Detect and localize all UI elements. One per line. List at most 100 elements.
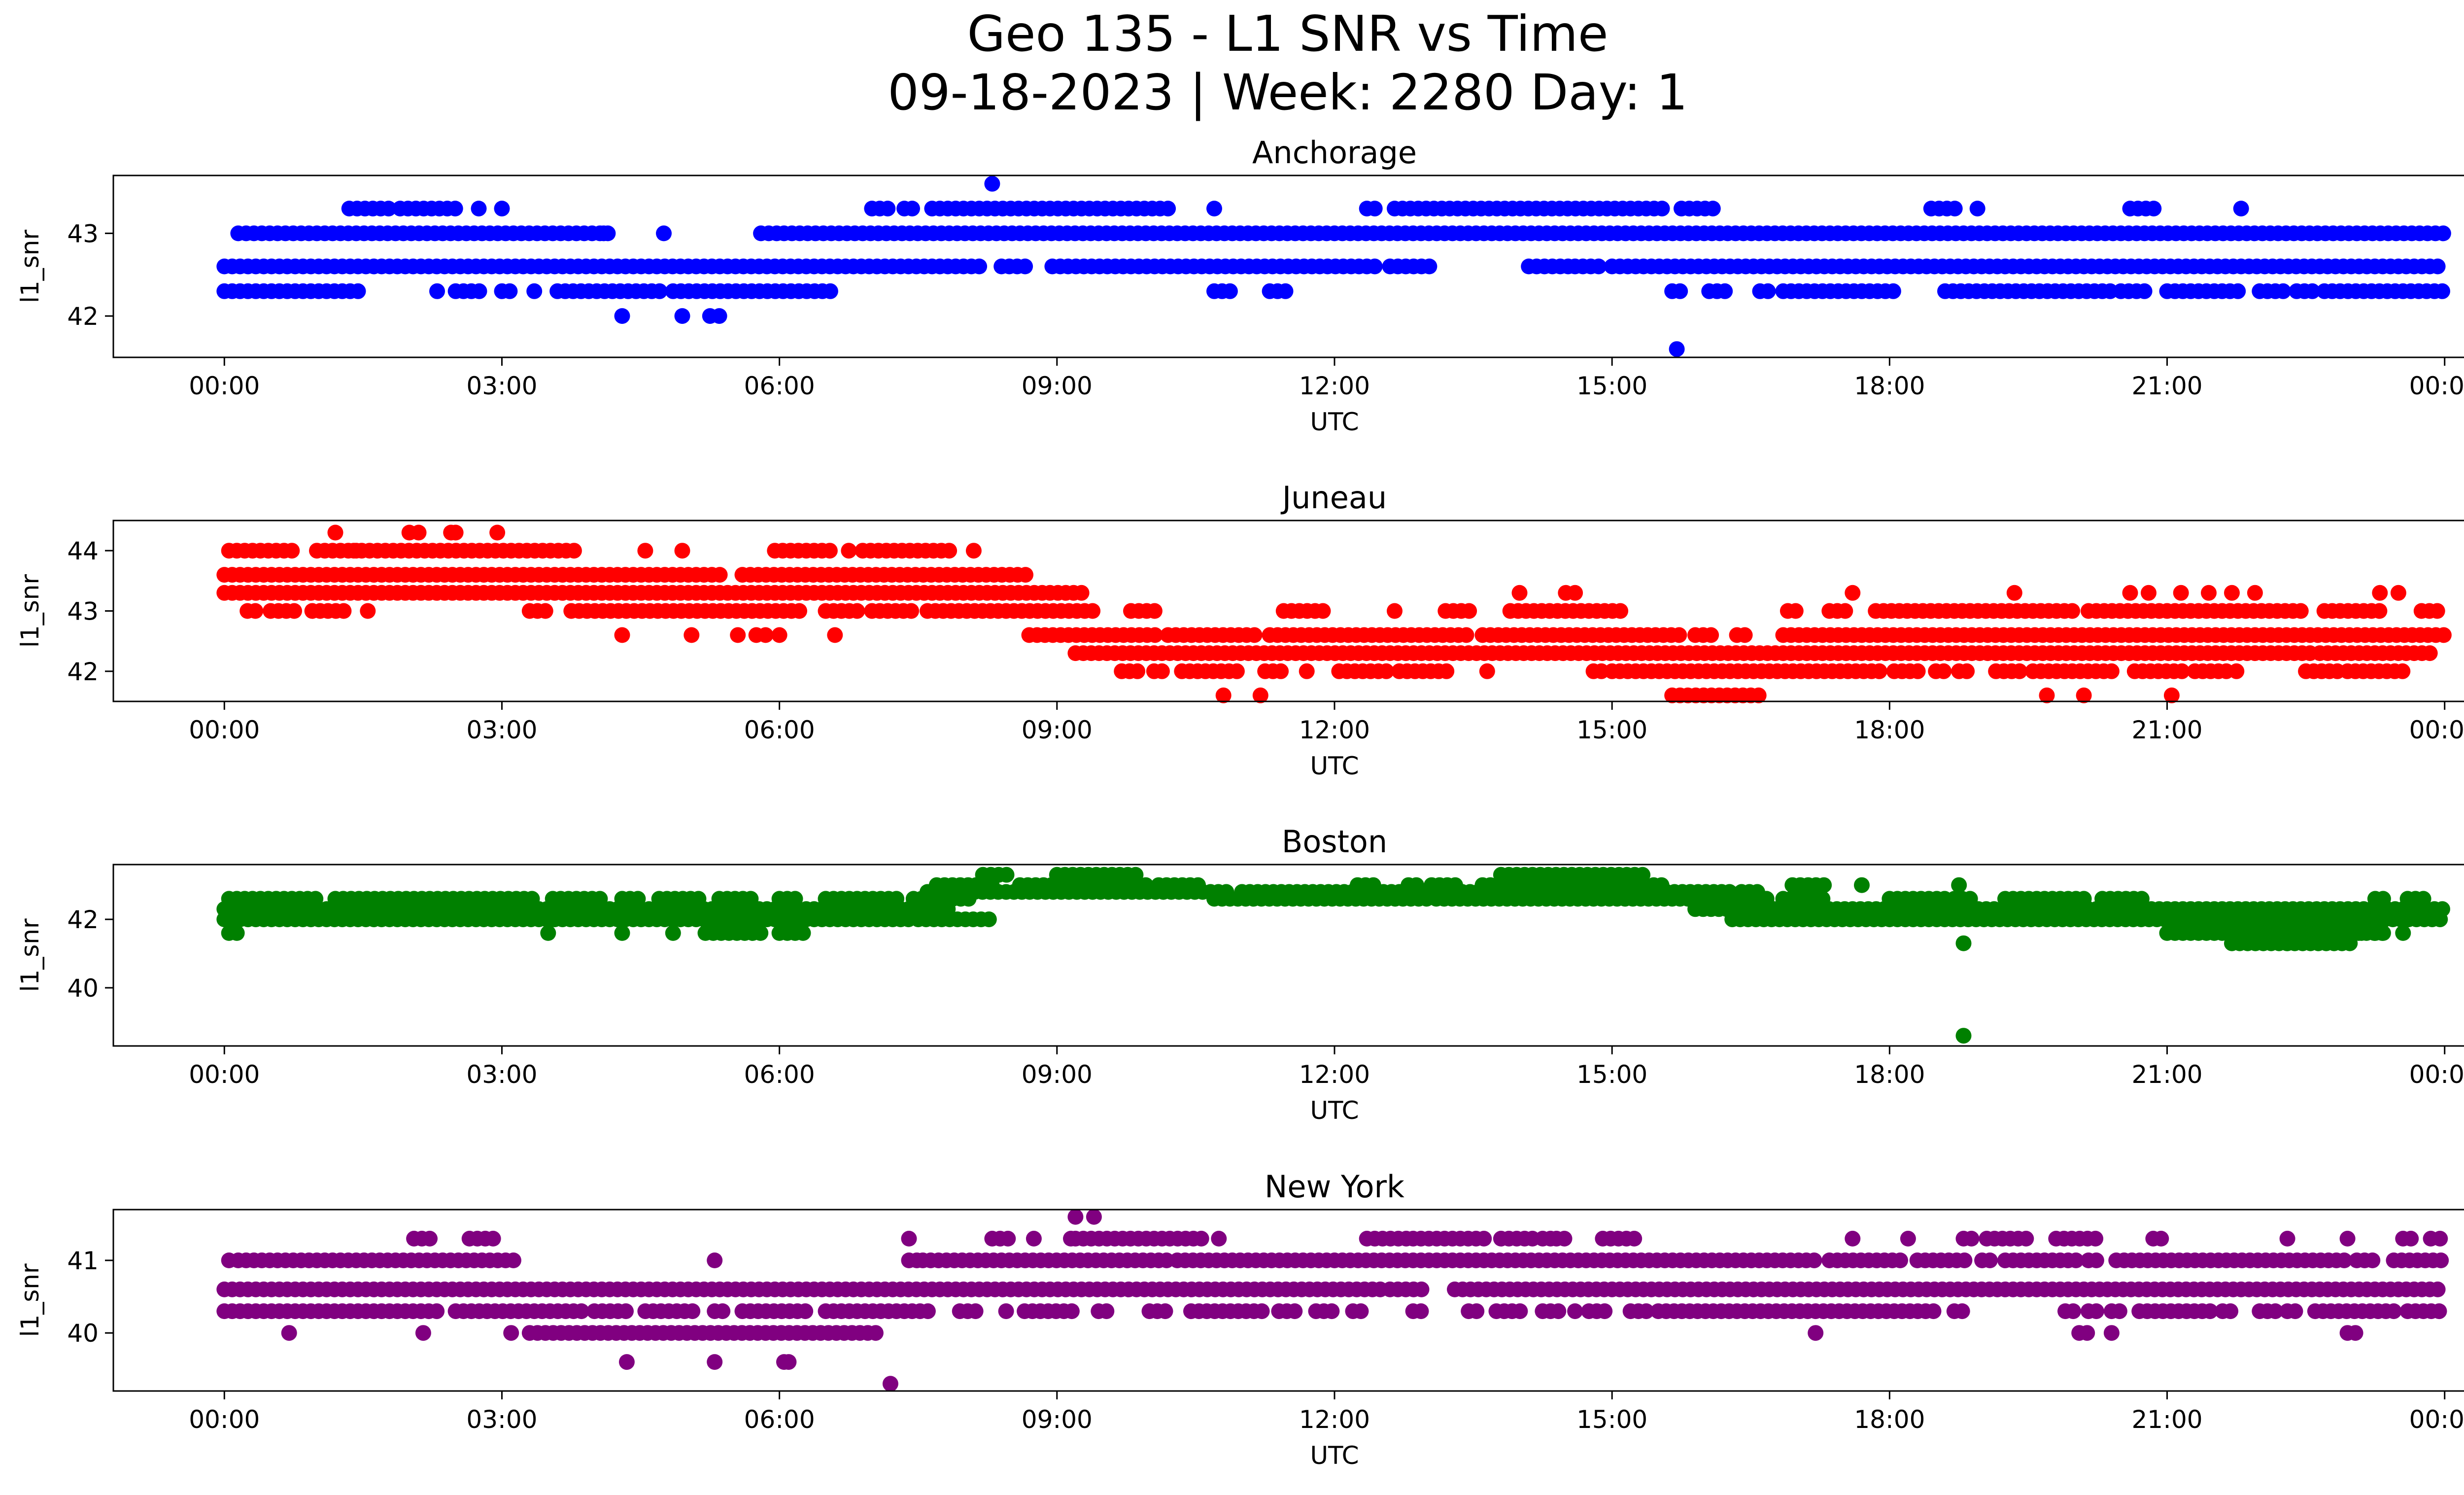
- x-axis-label-anchorage: UTC: [1310, 408, 1359, 436]
- y-tick-label: 40: [67, 974, 99, 1003]
- scatter-point-outlier: [1215, 687, 1232, 703]
- scatter-point-outlier: [2173, 585, 2189, 601]
- y-axis-label-boston: l1_snr: [16, 918, 44, 992]
- scatter-point: [494, 201, 510, 217]
- scatter-point: [1365, 877, 1381, 893]
- scatter-point: [2347, 1325, 2363, 1341]
- scatter-point-outlier: [596, 225, 612, 242]
- scatter-point: [2228, 663, 2245, 679]
- scatter-point: [880, 201, 896, 217]
- scatter-point: [1017, 258, 1033, 275]
- scatter-point: [1469, 1303, 1485, 1320]
- figure-title-line1: Geo 135 - L1 SNR vs Time: [967, 5, 1608, 63]
- scatter-point: [1806, 1252, 1822, 1268]
- scatter-point: [1287, 1303, 1303, 1320]
- scatter-point: [1146, 603, 1163, 619]
- scatter-point: [2088, 1230, 2104, 1247]
- scatter-point: [485, 1230, 501, 1247]
- scatter-point: [2223, 1303, 2239, 1320]
- scatter-point: [1653, 877, 1670, 893]
- scatter-point: [1085, 603, 1101, 619]
- scatter-point: [2375, 891, 2391, 907]
- scatter-point: [336, 603, 352, 619]
- scatter-point: [1353, 1303, 1369, 1320]
- x-tick-label: 18:00: [1854, 372, 1925, 400]
- scatter-point: [1138, 877, 1154, 893]
- x-tick-label: 09:00: [1022, 1405, 1093, 1434]
- scatter-point: [537, 603, 553, 619]
- scatter-point: [998, 1303, 1014, 1320]
- subplot-juneau: Juneau 00:00 03:00 06:00 09:00 12:00 15:00 18:0…: [16, 480, 2464, 780]
- y-tick-label: 44: [67, 537, 99, 565]
- x-tick-label: 00:00: [189, 1405, 260, 1434]
- scatter-point: [592, 891, 608, 907]
- scatter-point-outlier: [489, 524, 506, 541]
- scatter-point: [1273, 663, 1289, 679]
- scatter-point: [1315, 603, 1331, 619]
- y-axis-label-new-york: l1_snr: [16, 1263, 44, 1337]
- scatter-point: [2434, 283, 2450, 299]
- scatter-point-outlier: [656, 225, 672, 242]
- scatter-point-outlier: [2141, 585, 2156, 601]
- scatter-point-outlier: [781, 1354, 797, 1370]
- scatter-point: [2435, 225, 2451, 242]
- scatter-point: [2434, 901, 2450, 917]
- scatter-point: [665, 925, 681, 941]
- scatter-point: [1969, 201, 1985, 217]
- scatter-point: [526, 283, 543, 299]
- scatter-point: [797, 1303, 814, 1320]
- scatter-point: [505, 1252, 521, 1268]
- scatter-point: [1461, 603, 1477, 619]
- subplots: Anchorage 00:00 03:00 06:00 09:00 12:00 15:00 1…: [16, 135, 2464, 1470]
- scatter-point: [2076, 891, 2092, 907]
- scatter-point: [471, 283, 487, 299]
- scatter-point: [1626, 1230, 1643, 1247]
- scatter-point: [690, 891, 707, 907]
- scatter-point: [971, 258, 988, 275]
- x-tick-label: 12:00: [1299, 1060, 1370, 1089]
- x-tick-label: 12:00: [1299, 716, 1370, 744]
- scatter-point: [2136, 283, 2153, 299]
- scatter-point: [1814, 891, 1831, 907]
- scatter-point: [1705, 201, 1721, 217]
- scatter-point: [281, 1325, 297, 1341]
- scatter-point: [422, 1230, 438, 1247]
- scatter-point: [1892, 1252, 1908, 1268]
- scatter-point-outlier: [771, 627, 787, 643]
- scatter-point: [2279, 1230, 2295, 1247]
- scatter-point-outlier: [984, 175, 1000, 192]
- scatter-point: [1413, 1281, 1430, 1297]
- scatter-point: [1591, 258, 1607, 275]
- x-tick-label: 06:00: [744, 716, 815, 744]
- x-tick-label: 09:00: [1022, 716, 1093, 744]
- scatter-point: [821, 543, 838, 559]
- scatter-point: [2153, 1230, 2169, 1247]
- scatter-point: [1760, 283, 1776, 299]
- scatter-point: [2429, 603, 2445, 619]
- scatter-point: [674, 543, 690, 559]
- scatter-point: [1567, 1303, 1583, 1320]
- x-axis-label-boston: UTC: [1310, 1096, 1359, 1125]
- y-tick-label: 42: [67, 905, 99, 934]
- scatter-point: [1635, 867, 1651, 883]
- scatter-point: [1963, 1230, 1980, 1247]
- y-tick-label: 42: [67, 658, 99, 686]
- scatter-point: [2012, 663, 2028, 679]
- x-tick-label: 15:00: [1576, 716, 1647, 744]
- x-axis-label-new-york: UTC: [1310, 1441, 1359, 1470]
- scatter-point: [1612, 603, 1629, 619]
- x-tick-label: 12:00: [1299, 372, 1370, 400]
- scatter-point: [841, 543, 857, 559]
- scatter-point: [2415, 891, 2431, 907]
- scatter-point: [1458, 627, 1474, 643]
- scatter-point: [2088, 1303, 2104, 1320]
- x-tick-label: 18:00: [1854, 716, 1925, 744]
- scatter-point: [1421, 258, 1437, 275]
- scatter-point: [2230, 283, 2246, 299]
- scatter-point: [2433, 1252, 2449, 1268]
- scatter-point-outlier: [1252, 687, 1268, 703]
- scatter-points-anchorage: [216, 175, 2451, 357]
- scatter-point: [503, 1325, 519, 1341]
- scatter-point: [1787, 603, 1804, 619]
